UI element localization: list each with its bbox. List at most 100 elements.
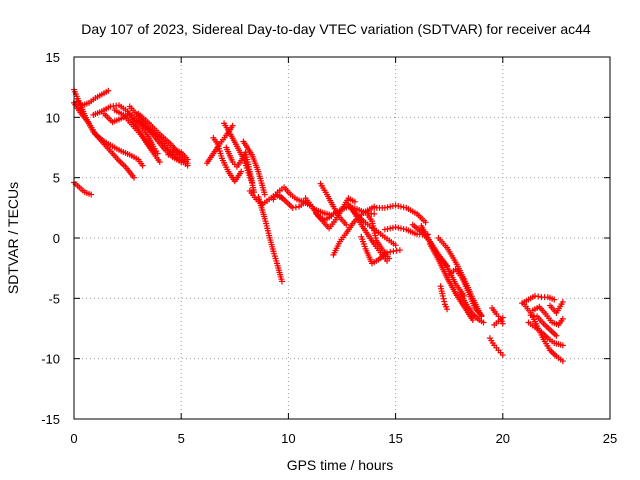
data-point xyxy=(261,191,268,198)
data-point xyxy=(469,317,476,324)
series-arc-1 xyxy=(71,86,138,181)
series-arc-29 xyxy=(364,212,393,262)
data-point-interp xyxy=(397,225,404,232)
data-point xyxy=(386,255,393,262)
x-tick-label: 10 xyxy=(281,431,295,446)
series-arc-13 xyxy=(210,134,245,185)
series-arc-31 xyxy=(381,224,431,238)
series-arc-23 xyxy=(317,180,350,228)
data-point-interp xyxy=(395,203,402,210)
series-arc-15 xyxy=(223,144,258,196)
x-tick-label: 15 xyxy=(388,431,402,446)
data-point xyxy=(559,315,566,322)
y-tick-label: 5 xyxy=(53,171,60,186)
data-point-interp xyxy=(440,295,447,302)
data-point xyxy=(184,162,191,169)
data-point xyxy=(152,150,159,157)
data-point xyxy=(444,306,451,313)
data-point xyxy=(88,191,95,198)
y-tick-label: -10 xyxy=(41,352,60,367)
data-point xyxy=(371,210,378,217)
series-arc-42 xyxy=(519,292,558,307)
data-point xyxy=(439,292,446,299)
data-point-interp xyxy=(397,203,404,210)
x-tick-label: 25 xyxy=(603,431,617,446)
data-point-interp xyxy=(389,224,396,231)
plot-frame xyxy=(73,56,611,420)
data-point xyxy=(553,332,560,339)
data-point xyxy=(499,320,506,327)
series-arc-16 xyxy=(240,138,268,198)
data-point xyxy=(480,319,487,326)
data-point xyxy=(381,226,388,233)
series-arc-18 xyxy=(255,193,285,285)
data-point xyxy=(531,292,538,299)
chart-title: Day 107 of 2023, Sidereal Day-to-day VTE… xyxy=(81,21,591,37)
series-arc-8 xyxy=(135,110,191,167)
data-point xyxy=(131,174,138,181)
series-arc-33 xyxy=(418,222,468,299)
data-point xyxy=(527,312,534,319)
y-tick-label: -5 xyxy=(48,291,60,306)
data-point-interp xyxy=(393,247,400,254)
series-arc-36 xyxy=(446,266,485,319)
data-point xyxy=(238,168,245,175)
data-point-interp xyxy=(400,225,407,232)
data-point xyxy=(343,221,350,228)
x-axis-label: GPS time / hours xyxy=(287,457,394,473)
axis-ticks: 0 5 10 15 20 25 -15 -10 -5 0 5 10 15 xyxy=(41,50,617,446)
data-point xyxy=(351,198,358,205)
data-point xyxy=(229,122,236,129)
y-tick-label: 15 xyxy=(46,50,60,65)
y-tick-label: 10 xyxy=(46,110,60,125)
data-point xyxy=(390,248,397,255)
data-point xyxy=(396,247,403,254)
data-point xyxy=(422,219,429,226)
data-point xyxy=(392,224,399,231)
series-arc-39 xyxy=(486,335,506,359)
data-point-interp xyxy=(535,293,542,300)
data-point-interp xyxy=(384,225,391,232)
data-point xyxy=(499,352,506,359)
data-point xyxy=(251,189,258,196)
series-arc-20 xyxy=(276,192,309,211)
series-arc-41 xyxy=(491,314,506,328)
series-arc-6 xyxy=(111,107,159,157)
data-point xyxy=(551,296,558,303)
series-arc-45 xyxy=(527,312,560,339)
y-axis-label: SDTVAR / TECUs xyxy=(5,182,21,294)
x-tick-label: 5 xyxy=(178,431,185,446)
series-arc-44 xyxy=(525,319,566,349)
y-tick-label: -15 xyxy=(41,412,60,427)
series-arc-38 xyxy=(456,289,487,326)
data-point-interp xyxy=(395,224,402,231)
data-point xyxy=(289,204,296,211)
data-point xyxy=(392,242,399,249)
data-point xyxy=(156,158,163,165)
data-point xyxy=(392,202,399,209)
series-arc-43 xyxy=(521,301,566,365)
series-arc-25 xyxy=(330,203,378,258)
data-point-interp xyxy=(387,203,394,210)
x-tick-label: 20 xyxy=(496,431,510,446)
data-point xyxy=(139,162,146,169)
series-arc-9 xyxy=(135,117,191,169)
data-point-interp xyxy=(292,204,299,211)
data-point xyxy=(559,298,566,305)
series-arc-47 xyxy=(546,298,566,316)
series-arc-5 xyxy=(101,110,161,157)
data-point xyxy=(478,312,485,319)
series-arc-3 xyxy=(73,87,112,109)
x-tick-label: 0 xyxy=(70,431,77,446)
data-point xyxy=(559,342,566,349)
data-point-interp xyxy=(389,203,396,210)
data-point xyxy=(105,87,112,94)
data-point xyxy=(184,156,191,163)
data-point xyxy=(381,204,388,211)
data-point xyxy=(278,278,285,285)
data-point-interp xyxy=(387,248,394,255)
series-arc-46 xyxy=(529,303,566,328)
data-point-interp xyxy=(400,204,407,211)
data-point-interp xyxy=(441,298,448,305)
